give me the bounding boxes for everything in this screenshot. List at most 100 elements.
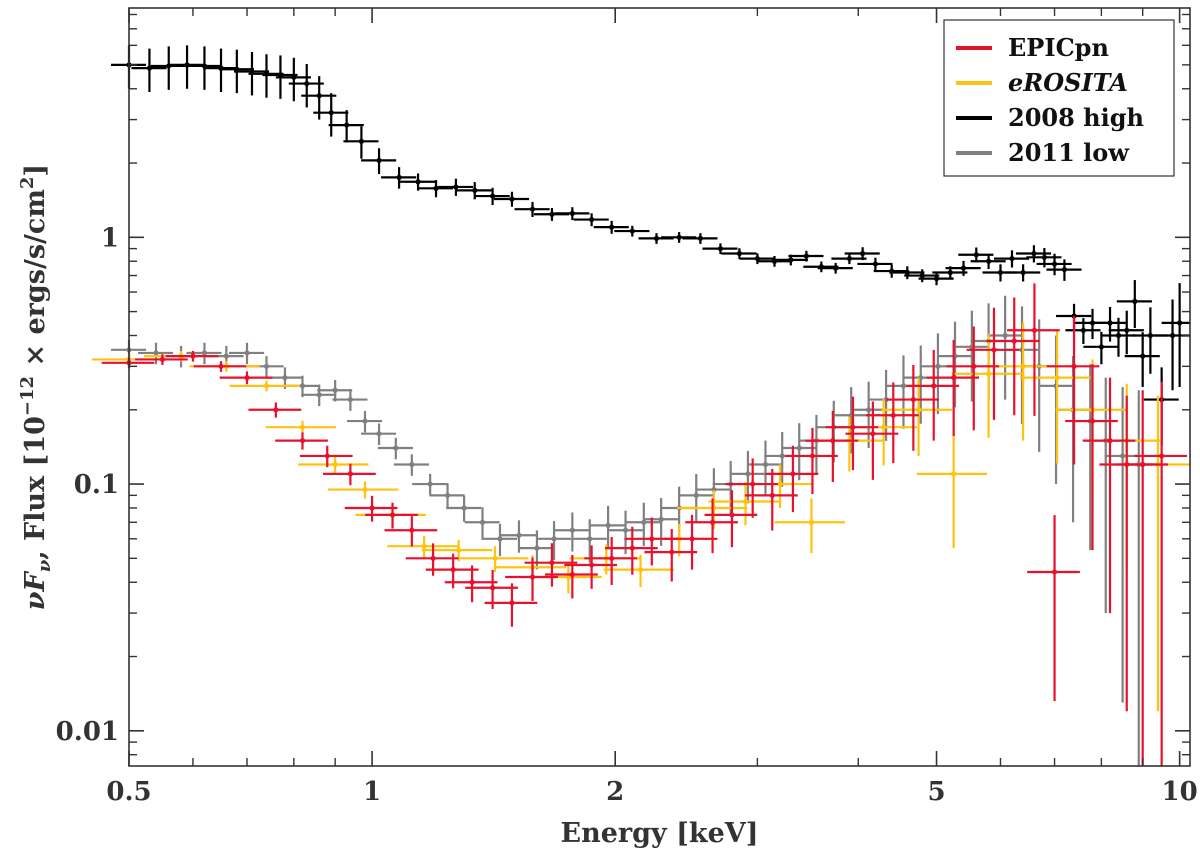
data-marker [304, 80, 310, 87]
data-marker [985, 371, 992, 377]
data-point [607, 510, 643, 555]
data-point [514, 201, 550, 217]
data-marker [779, 453, 785, 459]
data-marker [754, 255, 760, 262]
data-point [1100, 317, 1136, 357]
data-point [721, 248, 757, 259]
data-marker [790, 471, 796, 477]
y-axis-label: νFν, Flux [10−12 × ergs/s/cm2] [17, 164, 55, 610]
data-marker [1147, 332, 1153, 339]
data-marker [809, 453, 816, 459]
data-point [381, 167, 417, 189]
data-point [524, 543, 578, 587]
data-marker [649, 536, 655, 542]
data-point [966, 307, 1020, 420]
data-point [685, 498, 738, 554]
data-point [951, 333, 1023, 438]
data-marker [218, 363, 224, 369]
legend-entry: eROSITA [956, 68, 1128, 97]
legend-label: 2011 low [1008, 138, 1130, 167]
data-marker [629, 545, 635, 551]
data-marker [444, 492, 451, 498]
series-epicpn [101, 283, 1188, 766]
data-marker [1051, 261, 1058, 267]
data-marker [1098, 344, 1104, 350]
data-marker [762, 461, 769, 468]
data-point [484, 583, 538, 627]
data-marker [332, 387, 338, 393]
data-point [926, 340, 980, 436]
data-point [831, 253, 867, 265]
data-point [361, 148, 397, 175]
data-point [857, 257, 893, 271]
data-marker [947, 269, 953, 276]
legend-label: EPICpn [1008, 33, 1109, 62]
data-marker [881, 424, 887, 430]
data-marker [669, 549, 675, 555]
data-marker [991, 347, 997, 353]
data-marker [872, 261, 878, 267]
data-marker [641, 519, 647, 525]
data-point [464, 507, 500, 540]
data-point [384, 516, 438, 547]
data-marker [1071, 363, 1077, 369]
legend-entries: EPICpn eROSITA 2008 high 2011 low [956, 33, 1144, 167]
data-marker [609, 555, 615, 561]
data-point [301, 384, 337, 407]
data-point [603, 554, 674, 588]
series-layer [92, 45, 1190, 766]
data-point [429, 483, 465, 510]
data-marker [1061, 266, 1068, 273]
data-marker [1051, 569, 1058, 575]
data-marker [529, 574, 536, 580]
data-marker [729, 512, 735, 518]
data-marker [589, 216, 595, 223]
data-point [1161, 283, 1190, 387]
data-marker [1177, 320, 1183, 326]
data-point [328, 110, 364, 143]
data-point [564, 545, 617, 589]
data-marker [479, 519, 486, 525]
data-marker [1089, 418, 1096, 424]
data-point [678, 474, 714, 522]
data-marker [985, 258, 992, 264]
y-label-exponent: −12 [17, 376, 38, 416]
data-point [946, 326, 1000, 431]
data-point [704, 490, 758, 548]
data-point [446, 495, 482, 522]
x-tick-label: 0.5 [106, 777, 151, 807]
data-marker [324, 453, 330, 459]
data-point [1115, 390, 1169, 766]
data-marker [933, 276, 940, 282]
y-label-subscript: ν [34, 559, 55, 572]
data-marker [919, 272, 925, 279]
data-marker [376, 157, 382, 164]
data-point [916, 430, 988, 549]
data-point [744, 468, 798, 531]
legend-label: 2008 high [1008, 103, 1144, 132]
data-marker [489, 585, 496, 591]
data-marker [1115, 332, 1122, 339]
data-marker [609, 224, 615, 230]
data-point [412, 473, 448, 496]
data-marker [456, 547, 462, 553]
data-point [317, 380, 353, 402]
data-point [571, 519, 607, 563]
data-marker [549, 560, 555, 566]
data-point [343, 126, 379, 159]
data-point [361, 423, 397, 445]
data-point [536, 521, 572, 561]
data-point [573, 213, 609, 227]
data-point [265, 420, 336, 434]
data-marker [697, 235, 703, 241]
data-marker [745, 471, 751, 477]
data-marker [565, 574, 571, 580]
data-marker [973, 252, 979, 258]
data-marker [153, 350, 159, 356]
data-marker [347, 396, 353, 403]
data-point [165, 350, 219, 362]
data-marker [159, 356, 166, 363]
data-marker [409, 461, 415, 468]
data-marker [935, 363, 941, 369]
